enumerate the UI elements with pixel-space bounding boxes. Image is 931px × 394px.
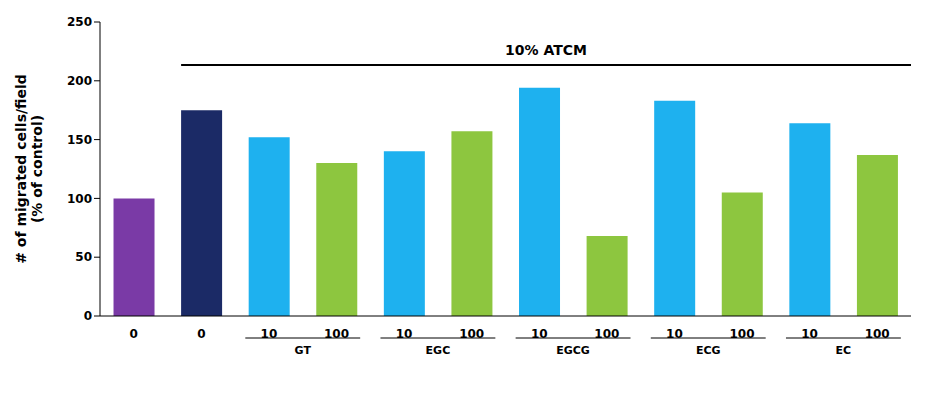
svg-text:GT: GT — [295, 344, 312, 357]
svg-text:ECG: ECG — [696, 344, 721, 357]
svg-text:10: 10 — [396, 327, 413, 341]
svg-text:250: 250 — [67, 15, 92, 29]
svg-text:10: 10 — [801, 327, 818, 341]
svg-text:50: 50 — [75, 250, 92, 264]
svg-text:0: 0 — [84, 309, 92, 323]
svg-text:10: 10 — [531, 327, 548, 341]
svg-text:100: 100 — [594, 327, 619, 341]
svg-text:100: 100 — [324, 327, 349, 341]
svg-text:0: 0 — [130, 327, 138, 341]
svg-text:EGC: EGC — [426, 344, 451, 357]
svg-text:100: 100 — [459, 327, 484, 341]
svg-text:100: 100 — [730, 327, 755, 341]
svg-text:10: 10 — [261, 327, 278, 341]
svg-text:10: 10 — [666, 327, 683, 341]
svg-text:100: 100 — [865, 327, 890, 341]
svg-text:150: 150 — [67, 133, 92, 147]
svg-text:# of migrated cells/field: # of migrated cells/field — [13, 74, 29, 264]
svg-text:EGCG: EGCG — [556, 344, 590, 357]
svg-text:0: 0 — [197, 327, 205, 341]
svg-text:EC: EC — [836, 344, 852, 357]
svg-text:100: 100 — [67, 192, 92, 206]
svg-text:10% ATCM: 10% ATCM — [505, 42, 587, 58]
svg-text:200: 200 — [67, 74, 92, 88]
svg-text:(% of control): (% of control) — [29, 115, 45, 223]
